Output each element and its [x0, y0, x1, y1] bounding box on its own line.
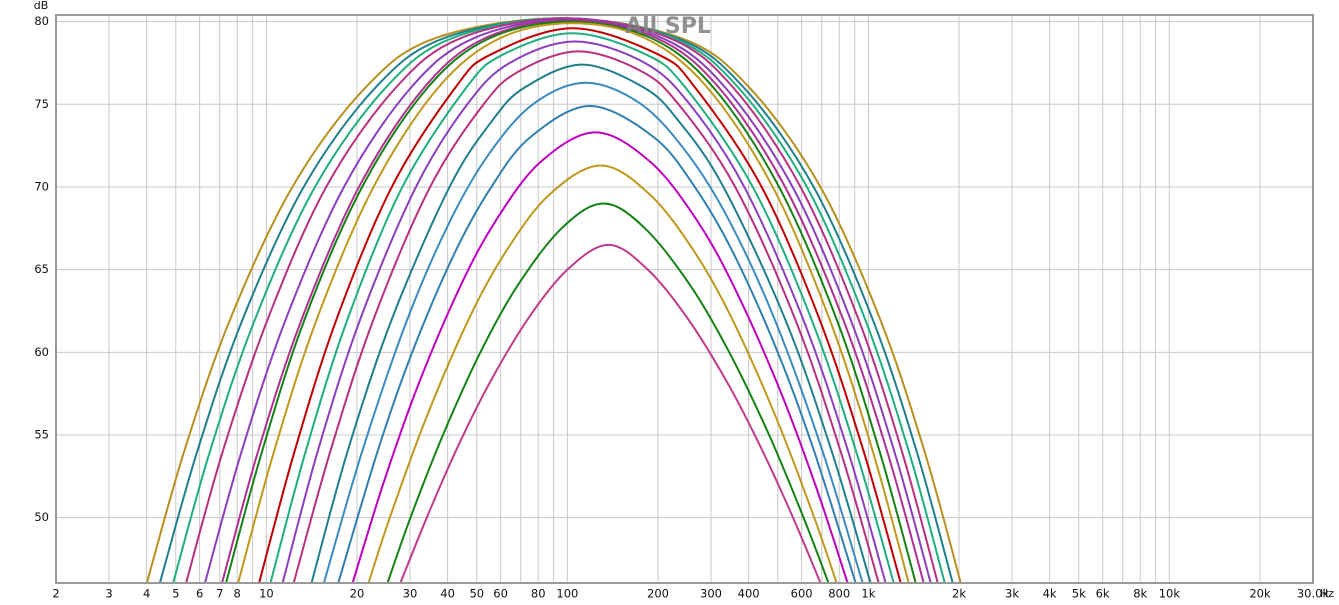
x-tick-label: 8k [1133, 587, 1147, 601]
x-tick-label: 600 [791, 587, 813, 601]
curves [145, 17, 962, 583]
x-tick-label: 2k [952, 587, 966, 601]
x-tick-label: 8 [234, 587, 241, 601]
x-tick-label: 1k [861, 587, 875, 601]
spl-curve [367, 164, 838, 583]
spl-curve [399, 243, 822, 583]
spl-curve [281, 40, 887, 583]
spl-curve [310, 63, 872, 583]
x-tick-label: 4k [1043, 587, 1057, 601]
x-tick-label: 5 [172, 587, 179, 601]
y-axis-label: dB [34, 0, 49, 12]
y-tick-label: 80 [34, 14, 49, 28]
x-tick-label: 10k [1159, 587, 1181, 601]
x-tick-label: 80 [531, 587, 546, 601]
x-axis-label: Hz [1320, 587, 1334, 600]
labels: 2 3 4 5 6 7 8 10 20 30 40 50 60 80 100 200 300 400 600 800 1… [34, 14, 1329, 600]
y-tick-label: 50 [34, 510, 49, 524]
x-tick-label: 6k [1096, 587, 1110, 601]
x-tick-label: 400 [738, 587, 760, 601]
spl-curve [351, 131, 849, 583]
x-tick-label: 300 [700, 587, 722, 601]
x-tick-label: 30.0k [1297, 587, 1330, 601]
plot-frame [55, 14, 1314, 584]
y-tick-label: 75 [34, 97, 49, 111]
spl-curve [220, 18, 925, 583]
x-tick-label: 3 [105, 587, 112, 601]
spl-curve [386, 202, 830, 583]
x-tick-label: 2 [52, 587, 59, 601]
spl-curve [322, 81, 864, 583]
x-tick-label: 5k [1072, 587, 1086, 601]
x-tick-label: 10 [259, 587, 274, 601]
spl-curve [269, 32, 895, 583]
spl-curve [292, 50, 880, 583]
spl-curve [258, 27, 902, 583]
x-tick-label: 3k [1005, 587, 1019, 601]
x-tick-label: 60 [493, 587, 508, 601]
x-tick-label: 20k [1249, 587, 1271, 601]
x-tick-label: 20 [350, 587, 365, 601]
x-tick-label: 6 [196, 587, 203, 601]
x-tick-label: 40 [440, 587, 455, 601]
y-tick-label: 55 [34, 428, 49, 442]
x-tick-label: 800 [828, 587, 850, 601]
y-tick-label: 60 [34, 345, 49, 359]
chart-title: All SPL [625, 14, 711, 39]
spl-curve [337, 104, 857, 583]
y-tick-label: 65 [34, 262, 49, 276]
x-tick-label: 100 [556, 587, 578, 601]
x-tick-label: 200 [647, 587, 669, 601]
x-tick-label: 30 [403, 587, 418, 601]
x-tick-label: 50 [469, 587, 484, 601]
spl-curve [237, 22, 910, 583]
x-tick-label: 7 [216, 587, 223, 601]
spl-curve [224, 20, 917, 583]
y-tick-label: 70 [34, 179, 49, 193]
x-tick-label: 4 [143, 587, 150, 601]
